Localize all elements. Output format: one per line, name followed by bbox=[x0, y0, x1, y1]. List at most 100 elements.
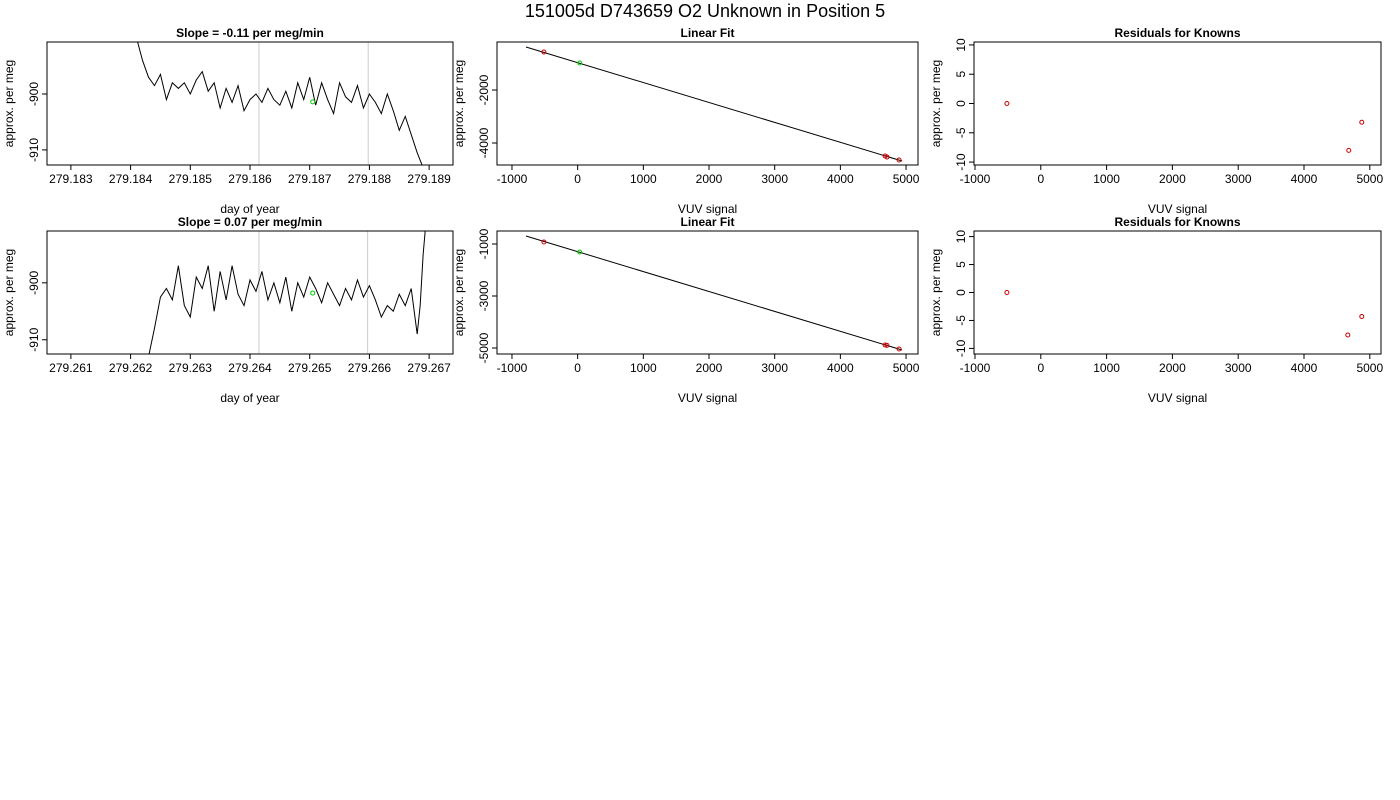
plot-frame bbox=[496, 41, 919, 166]
x-axis-label: VUV signal bbox=[1148, 391, 1207, 405]
x-tick-label: 0 bbox=[1037, 361, 1044, 375]
plot-frame bbox=[46, 230, 454, 355]
x-tick-label: 2000 bbox=[1159, 361, 1186, 375]
y-tick-label: -900 bbox=[27, 82, 41, 106]
y-tick-label: -10 bbox=[954, 153, 968, 171]
plot-area bbox=[137, 42, 423, 165]
x-tick-label: 0 bbox=[574, 361, 581, 375]
data-point bbox=[884, 342, 890, 348]
data-point bbox=[1345, 332, 1351, 338]
x-tick-label: 279.262 bbox=[109, 361, 153, 375]
x-tick-label: 0 bbox=[574, 172, 581, 186]
x-tick-label: 2000 bbox=[696, 172, 723, 186]
y-tick-label: -10 bbox=[954, 339, 968, 357]
panel-title: Linear Fit bbox=[680, 215, 734, 229]
x-tick-label: 1000 bbox=[630, 361, 657, 375]
y-tick-label: 0 bbox=[954, 289, 968, 296]
x-tick-label: 2000 bbox=[696, 361, 723, 375]
y-axis-label: approx. per meg bbox=[452, 60, 466, 147]
data-line bbox=[148, 231, 426, 354]
x-tick-label: 279.187 bbox=[288, 172, 332, 186]
y-tick-label: 5 bbox=[954, 261, 968, 268]
x-tick-label: 1000 bbox=[1093, 172, 1120, 186]
data-point bbox=[896, 157, 902, 163]
y-tick-label: -3000 bbox=[477, 280, 491, 311]
y-tick-label: -5000 bbox=[477, 332, 491, 363]
x-axis-label: VUV signal bbox=[678, 391, 737, 405]
y-axis-label: approx. per meg bbox=[2, 249, 16, 336]
data-point bbox=[1359, 119, 1365, 125]
x-tick-label: 279.266 bbox=[348, 361, 392, 375]
plot-area bbox=[1004, 101, 1365, 153]
x-tick-label: 2000 bbox=[1159, 172, 1186, 186]
y-tick-label: -900 bbox=[27, 270, 41, 294]
x-tick-label: 5000 bbox=[1356, 172, 1383, 186]
data-line bbox=[525, 46, 903, 162]
panel-title: Linear Fit bbox=[680, 26, 734, 40]
y-tick-label: -1000 bbox=[477, 228, 491, 259]
x-tick-label: -1000 bbox=[960, 361, 991, 375]
x-tick-label: -1000 bbox=[960, 172, 991, 186]
y-tick-label: -5 bbox=[954, 127, 968, 138]
x-tick-label: 4000 bbox=[827, 361, 854, 375]
x-tick-label: 1000 bbox=[1093, 361, 1120, 375]
data-line bbox=[137, 42, 423, 165]
x-tick-label: 4000 bbox=[1291, 172, 1318, 186]
x-tick-label: 3000 bbox=[761, 361, 788, 375]
x-tick-label: 4000 bbox=[1291, 361, 1318, 375]
x-axis-label: VUV signal bbox=[1148, 202, 1207, 216]
data-point bbox=[577, 249, 583, 255]
data-line bbox=[525, 235, 903, 351]
y-tick-label: 5 bbox=[954, 71, 968, 78]
plot-area bbox=[525, 46, 903, 163]
x-tick-label: 279.186 bbox=[228, 172, 272, 186]
x-tick-label: 279.189 bbox=[407, 172, 451, 186]
x-tick-label: 5000 bbox=[893, 172, 920, 186]
y-tick-label: 10 bbox=[954, 38, 968, 52]
x-tick-label: 3000 bbox=[1225, 361, 1252, 375]
x-tick-label: 279.184 bbox=[109, 172, 153, 186]
x-tick-label: 279.264 bbox=[228, 361, 272, 375]
x-tick-label: 279.263 bbox=[169, 361, 213, 375]
y-axis-label: approx. per meg bbox=[929, 249, 943, 336]
y-tick-label: 10 bbox=[954, 230, 968, 244]
x-tick-label: 4000 bbox=[827, 172, 854, 186]
x-tick-label: 279.261 bbox=[49, 361, 93, 375]
y-tick-label: -910 bbox=[27, 327, 41, 351]
main-title: 151005d D743659 O2 Unknown in Position 5 bbox=[525, 1, 885, 21]
x-tick-label: 5000 bbox=[893, 361, 920, 375]
x-tick-label: 279.267 bbox=[407, 361, 451, 375]
data-point bbox=[1346, 147, 1352, 153]
data-point bbox=[541, 49, 547, 55]
x-tick-label: 279.185 bbox=[169, 172, 213, 186]
x-tick-label: -1000 bbox=[497, 361, 528, 375]
x-tick-label: 279.183 bbox=[49, 172, 93, 186]
x-tick-label: 3000 bbox=[1225, 172, 1252, 186]
plot-frame bbox=[46, 41, 454, 166]
data-point bbox=[310, 99, 316, 105]
x-axis-label: VUV signal bbox=[678, 202, 737, 216]
plot-area bbox=[148, 231, 426, 354]
data-point bbox=[577, 60, 583, 66]
panel-title: Residuals for Knowns bbox=[1114, 215, 1240, 229]
data-point bbox=[310, 290, 316, 296]
x-axis-label: day of year bbox=[220, 391, 279, 405]
x-tick-label: 279.265 bbox=[288, 361, 332, 375]
plot-area bbox=[1004, 290, 1365, 338]
panel-title: Residuals for Knowns bbox=[1114, 26, 1240, 40]
y-tick-label: -5 bbox=[954, 315, 968, 326]
y-axis-label: approx. per meg bbox=[452, 249, 466, 336]
x-tick-label: -1000 bbox=[497, 172, 528, 186]
x-tick-label: 1000 bbox=[630, 172, 657, 186]
x-axis-label: day of year bbox=[220, 202, 279, 216]
y-axis-label: approx. per meg bbox=[2, 60, 16, 147]
y-axis-label: approx. per meg bbox=[929, 60, 943, 147]
data-point bbox=[884, 154, 890, 160]
plot-frame bbox=[496, 230, 919, 355]
panel-title: Slope = 0.07 per meg/min bbox=[178, 215, 322, 229]
x-tick-label: 3000 bbox=[761, 172, 788, 186]
data-point bbox=[1004, 101, 1010, 106]
data-point bbox=[1004, 290, 1010, 295]
